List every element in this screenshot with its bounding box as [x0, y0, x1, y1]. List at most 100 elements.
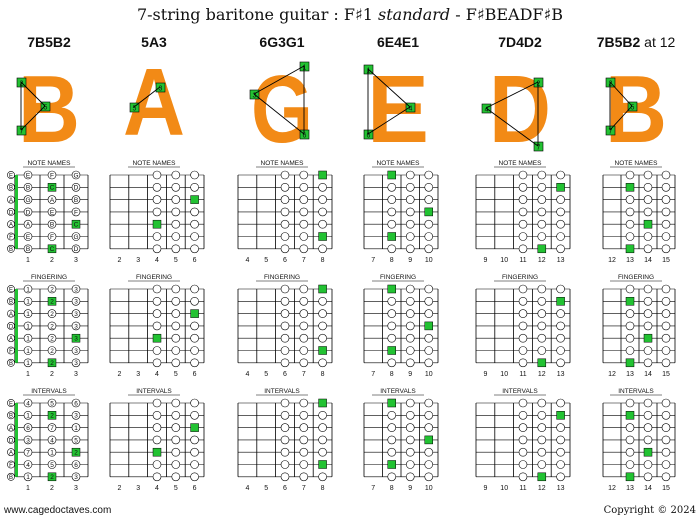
fretboard-note: NOTE NAMES 12 13 14 15: [602, 160, 676, 264]
fret-number: 4: [155, 371, 159, 378]
shape-arrow-line: [253, 93, 305, 135]
open-string-name: E: [7, 285, 15, 293]
fret-number: 15: [662, 257, 670, 264]
open-string-circle: [7, 346, 15, 355]
note-dot: [556, 219, 565, 229]
fret-dot: [556, 183, 565, 192]
badge-number: 5: [44, 105, 48, 112]
shape-label-main: 7B5B2: [27, 34, 71, 50]
root-dot: [424, 435, 433, 445]
fret-dot: [643, 207, 653, 217]
open-string-circle: [7, 207, 15, 216]
note-dot: [299, 423, 309, 432]
dot-label: 2: [74, 450, 78, 457]
dot-label: D: [26, 209, 31, 216]
fret-dot: [643, 346, 653, 355]
note-dot: [518, 398, 528, 408]
fret-dot: [661, 309, 671, 318]
fret-dot: [190, 321, 199, 331]
fret-dot: [405, 472, 415, 482]
fret-dot: [625, 460, 635, 469]
note-dot: [387, 447, 397, 457]
root-dot: [387, 232, 396, 241]
fret-dot: [424, 219, 434, 229]
badge-number: 4: [485, 107, 489, 114]
badge-number: 3: [159, 86, 163, 93]
fret-dot: [280, 423, 290, 432]
note-dot: [518, 284, 528, 294]
fret-dot: [625, 358, 635, 368]
note-dot: [556, 460, 565, 469]
note-dot: [152, 346, 162, 355]
note-dot: [299, 321, 309, 331]
dot-label: 1: [26, 299, 30, 306]
caged-shape-letter: E: [367, 56, 429, 163]
fret-dot: [405, 183, 415, 192]
note-dot: [190, 170, 199, 180]
shape-label-suffix: at 12: [640, 34, 675, 50]
fret-dot: [318, 398, 327, 408]
fret-dot: [190, 410, 199, 420]
fret-dot: [556, 219, 565, 229]
fret-dot: D: [23, 207, 33, 216]
fret-dot: [299, 219, 309, 229]
fret-dot: 2: [71, 447, 81, 457]
fret-dot: [299, 358, 309, 368]
fret-dot: [556, 460, 565, 469]
note-dot: [661, 244, 671, 254]
note-dot: [171, 460, 181, 469]
dot-label: C: [50, 185, 55, 192]
dot-label: A: [26, 222, 31, 229]
dot-label: 3: [74, 348, 78, 355]
open-string-circle: [7, 220, 15, 229]
fret-dot: [318, 207, 327, 217]
note-dot: [424, 346, 434, 355]
note-dot: [299, 170, 309, 180]
note-dot: [643, 309, 653, 318]
note-dot: [661, 309, 671, 318]
note-dot: [171, 398, 181, 408]
fret-number: 1: [26, 485, 30, 492]
fret-dot: [625, 321, 635, 331]
fret-dot: [424, 244, 434, 254]
note-dot: [556, 358, 565, 368]
dot-label: D: [74, 246, 79, 253]
fret-number: 10: [500, 257, 508, 264]
note-dot: [190, 435, 199, 445]
fret-number: 7: [302, 257, 306, 264]
fret-dot: [387, 232, 396, 241]
fret-dot: [556, 423, 565, 432]
fret-dot: 3: [71, 358, 81, 367]
note-dot: [556, 333, 565, 343]
open-string-name: A: [7, 220, 15, 229]
note-dot: [152, 183, 162, 192]
fret-number: 2: [117, 485, 121, 492]
badge-number: 4: [409, 106, 413, 113]
footer-website[interactable]: www.cagedoctaves.com: [3, 505, 111, 516]
fret-dot: [280, 232, 290, 241]
badge-box: [533, 77, 544, 88]
note-dot: [643, 435, 653, 445]
note-dot: [643, 410, 653, 420]
fret-dot: [424, 296, 434, 306]
note-dot: [405, 207, 415, 217]
fret-dot: [518, 170, 528, 180]
note-dot: [661, 232, 671, 241]
fret-dot: 6: [23, 423, 33, 432]
fret-dot: [190, 398, 199, 408]
fret-dot: [643, 183, 653, 192]
fret-dot: [299, 309, 309, 318]
note-dot: [556, 435, 565, 445]
note-dot: [47, 284, 57, 294]
note-dot: [299, 333, 309, 343]
note-dot: [280, 170, 290, 180]
open-string-circle: [7, 460, 15, 469]
root-dot: [47, 358, 57, 368]
fret-dot: [280, 333, 290, 343]
section-title: INTERVALS: [502, 388, 538, 395]
fret-dot: [190, 183, 199, 192]
section-title: NOTE NAMES: [377, 160, 421, 167]
fret-dot: [625, 309, 635, 318]
note-dot: [556, 321, 565, 331]
root-dot: [318, 232, 327, 241]
